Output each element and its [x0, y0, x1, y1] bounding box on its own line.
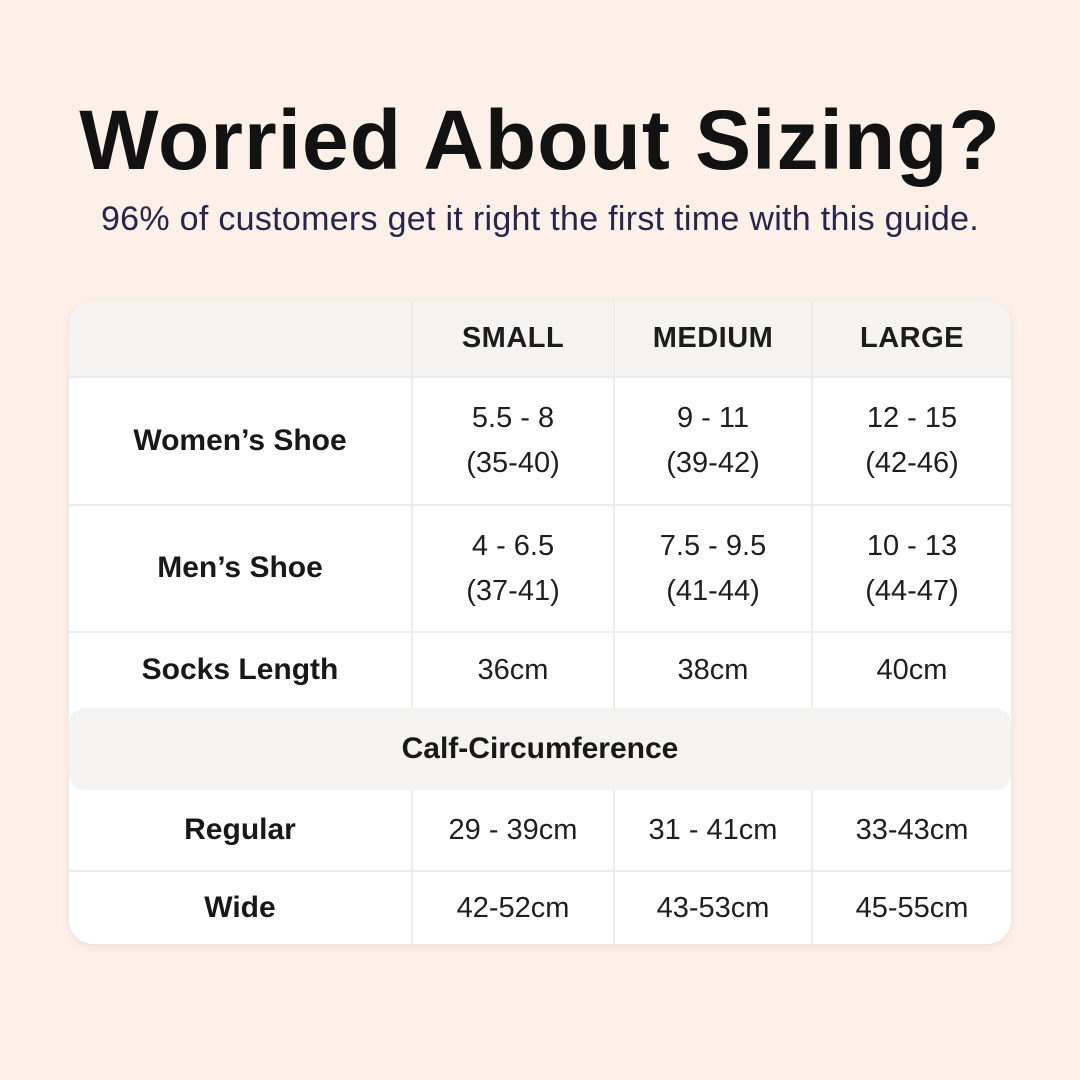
table-header-row: SMALL MEDIUM LARGE [69, 301, 1011, 377]
row-label: Socks Length [141, 653, 339, 687]
cell-regular-small: 29 - 39cm [411, 790, 613, 871]
page-title: Worried About Sizing? [79, 93, 1001, 187]
cell-line-1: 4 - 6.5 [471, 529, 555, 562]
cell-womens-medium: 9 - 11 (39-42) [613, 378, 811, 505]
page-subtitle: 96% of customers get it right the first … [100, 200, 980, 239]
cell-line-2: (44-47) [865, 574, 959, 607]
cell-line-2: (35-40) [466, 447, 560, 480]
header-cell-large: LARGE [811, 301, 1011, 377]
cell-line-2: (37-41) [466, 574, 560, 607]
cell-line-1: 5.5 - 8 [471, 402, 555, 435]
cell-socks-large: 40cm [811, 633, 1011, 709]
row-label: Men’s Shoe [157, 551, 323, 585]
cell-line-2: (42-46) [865, 447, 959, 480]
table-row-regular: Regular 29 - 39cm 31 - 41cm 33-43cm [69, 790, 1011, 871]
row-label: Regular [184, 812, 296, 846]
cell-mens-medium: 7.5 - 9.5 (41-44) [613, 506, 811, 632]
cell-line-1: 7.5 - 9.5 [659, 529, 767, 562]
header-cell-medium: MEDIUM [613, 301, 811, 377]
cell-wide-small: 42-52cm [411, 872, 613, 945]
table-row-socks-length: Socks Length 36cm 38cm 40cm [69, 631, 1011, 709]
header-cell-small: SMALL [411, 301, 613, 377]
cell-socks-small: 36cm [411, 633, 613, 709]
cell-regular-medium: 31 - 41cm [613, 790, 811, 871]
size-chart-table: SMALL MEDIUM LARGE Women’s Shoe 5.5 - 8 … [69, 301, 1011, 945]
cell-womens-small: 5.5 - 8 (35-40) [411, 378, 613, 505]
cell-line-2: (39-42) [666, 447, 760, 480]
cell-womens-large: 12 - 15 (42-46) [811, 378, 1011, 505]
header-cell-blank [69, 301, 411, 376]
cell-mens-small: 4 - 6.5 (37-41) [411, 506, 613, 632]
table-row-womens-shoe: Women’s Shoe 5.5 - 8 (35-40) 9 - 11 (39-… [69, 376, 1011, 505]
row-label: Women’s Shoe [133, 423, 347, 457]
table-row-mens-shoe: Men’s Shoe 4 - 6.5 (37-41) 7.5 - 9.5 (41… [69, 504, 1011, 632]
cell-wide-medium: 43-53cm [613, 872, 811, 945]
cell-wide-large: 45-55cm [811, 872, 1011, 945]
cell-line-1: 12 - 15 [866, 402, 958, 435]
cell-line-1: 10 - 13 [866, 529, 958, 562]
cell-regular-large: 33-43cm [811, 790, 1011, 871]
table-row-wide: Wide 42-52cm 43-53cm 45-55cm [69, 870, 1011, 945]
cell-line-2: (41-44) [666, 574, 760, 607]
cell-mens-large: 10 - 13 (44-47) [811, 506, 1011, 632]
cell-socks-medium: 38cm [613, 633, 811, 709]
cell-line-1: 9 - 11 [676, 402, 749, 435]
section-header-calf-circumference: Calf-Circumference [69, 708, 1011, 791]
header-block: Worried About Sizing? 96% of customers g… [0, 0, 1080, 239]
row-label: Wide [204, 890, 276, 924]
